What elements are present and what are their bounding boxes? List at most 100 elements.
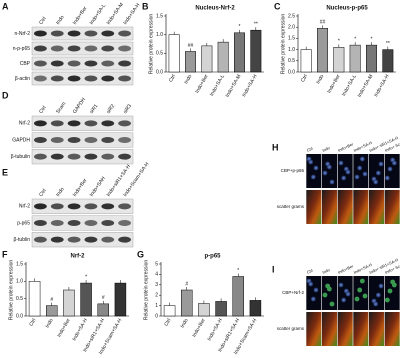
column-label: Ctrl <box>306 146 314 153</box>
row-label: n-Nrf-2 <box>14 31 30 37</box>
bar <box>168 34 180 73</box>
y-tick-label: 0.0 <box>16 313 23 319</box>
bar <box>250 29 262 73</box>
blot-band <box>50 60 64 67</box>
x-tick-label: Indo <box>45 317 55 329</box>
row-label: scatter grams <box>277 204 305 209</box>
x-tick-label: Ctrl <box>163 318 172 328</box>
blot-band <box>118 220 131 226</box>
blot-band <box>101 120 115 127</box>
blot-band <box>84 60 98 67</box>
row-label: n-p-p65 <box>13 46 30 52</box>
row-label: Nrf-2 <box>19 121 30 127</box>
bar <box>201 45 213 73</box>
fluorescence-image <box>353 276 369 310</box>
blot-band <box>67 120 81 127</box>
bar <box>46 305 58 317</box>
blot-strip <box>31 215 134 231</box>
blot-strip <box>31 115 134 131</box>
cell-nucleus <box>310 296 316 302</box>
chart-title: Nucleus-Nrf-2 <box>195 6 235 12</box>
blot-band <box>34 236 47 243</box>
blot-band <box>84 45 98 52</box>
blot-band <box>34 120 47 127</box>
row-label: Nrf-2 <box>19 204 30 210</box>
fluorescence-image <box>321 276 338 310</box>
x-tick-label: Indo+Ber <box>56 317 72 338</box>
scatter-gram <box>384 190 400 224</box>
y-tick-label: 0.0 <box>156 69 163 75</box>
blot-band <box>50 153 64 160</box>
x-tick-label: Indo+SA-H <box>206 317 224 342</box>
x-tick-label: Indo+SA-M <box>357 74 375 99</box>
cell-nucleus <box>308 159 314 165</box>
column-label: Ctrl <box>306 268 314 275</box>
y-axis-label: Relative protein expression <box>143 260 149 321</box>
cell-nucleus <box>391 160 397 166</box>
blot-band <box>50 220 64 226</box>
cell-nucleus <box>391 282 397 288</box>
cell-nucleus <box>345 169 351 175</box>
bar <box>232 276 244 317</box>
panel-label: G <box>137 249 144 259</box>
row-label: CBP <box>20 61 31 67</box>
blot-band <box>118 45 131 52</box>
significance-label: * <box>371 36 373 42</box>
significance-label: * <box>85 274 87 280</box>
blot-band <box>118 75 131 82</box>
y-tick-label: 1.5 <box>156 13 163 19</box>
cell-nucleus <box>373 179 379 185</box>
significance-label: * <box>239 24 241 30</box>
significance-label: ## <box>188 43 194 49</box>
panel-label: C <box>274 1 281 11</box>
cell-nucleus <box>362 293 368 299</box>
cell-nucleus <box>387 288 393 294</box>
blot-strip <box>31 149 134 165</box>
lane-label: Ctrl <box>38 105 47 115</box>
blot-band <box>118 236 131 243</box>
x-tick-label: Ctrl <box>28 318 37 328</box>
blot-band <box>50 137 64 143</box>
bar <box>300 49 312 73</box>
panel-label: I <box>272 264 275 274</box>
x-tick-label: Ctrl <box>168 74 177 84</box>
y-tick-label: 1.0 <box>16 279 23 285</box>
significance-label: # <box>185 281 188 287</box>
x-tick-label: Indo+SA-M <box>225 74 243 99</box>
panel-label: H <box>272 142 279 152</box>
cell-nucleus <box>384 297 390 303</box>
scatter-gram <box>321 312 338 346</box>
y-tick-label: 1 <box>155 303 158 309</box>
x-tick-label: Indo+SA-H <box>71 317 89 342</box>
bar <box>163 305 176 317</box>
x-tick-label: Indo <box>315 73 325 85</box>
y-tick-label: 0.0 <box>288 69 295 75</box>
row-label: scatter grams <box>277 326 305 331</box>
y-tick-label: 1.0 <box>288 47 295 53</box>
blot-band <box>84 220 98 226</box>
significance-label: * <box>338 39 340 45</box>
blot-band <box>34 220 47 226</box>
blot-band <box>50 75 64 82</box>
blot-band <box>67 45 81 52</box>
row-label: CBP+Nrf-2 <box>282 290 304 295</box>
cell-nucleus <box>359 156 365 162</box>
bar <box>366 44 377 73</box>
scatter-gram <box>337 312 353 346</box>
cell-nucleus <box>308 281 314 287</box>
blot-band <box>118 203 131 210</box>
y-tick-label: 0.5 <box>16 296 23 302</box>
x-tick-label: Indo+Ber <box>326 73 342 94</box>
y-axis-label: Relative protein expression <box>148 14 154 75</box>
blot-band <box>50 30 64 37</box>
blot-band <box>84 153 98 160</box>
blot-band <box>101 220 115 226</box>
bar <box>80 282 92 317</box>
lane-label: siR2 <box>106 103 117 115</box>
cell-nucleus <box>373 301 379 307</box>
lane-label: siR1 <box>89 103 100 115</box>
bar <box>198 303 210 317</box>
significance-label: ** <box>254 22 258 28</box>
blot-band <box>101 153 115 160</box>
column-label: Indo <box>321 267 331 275</box>
